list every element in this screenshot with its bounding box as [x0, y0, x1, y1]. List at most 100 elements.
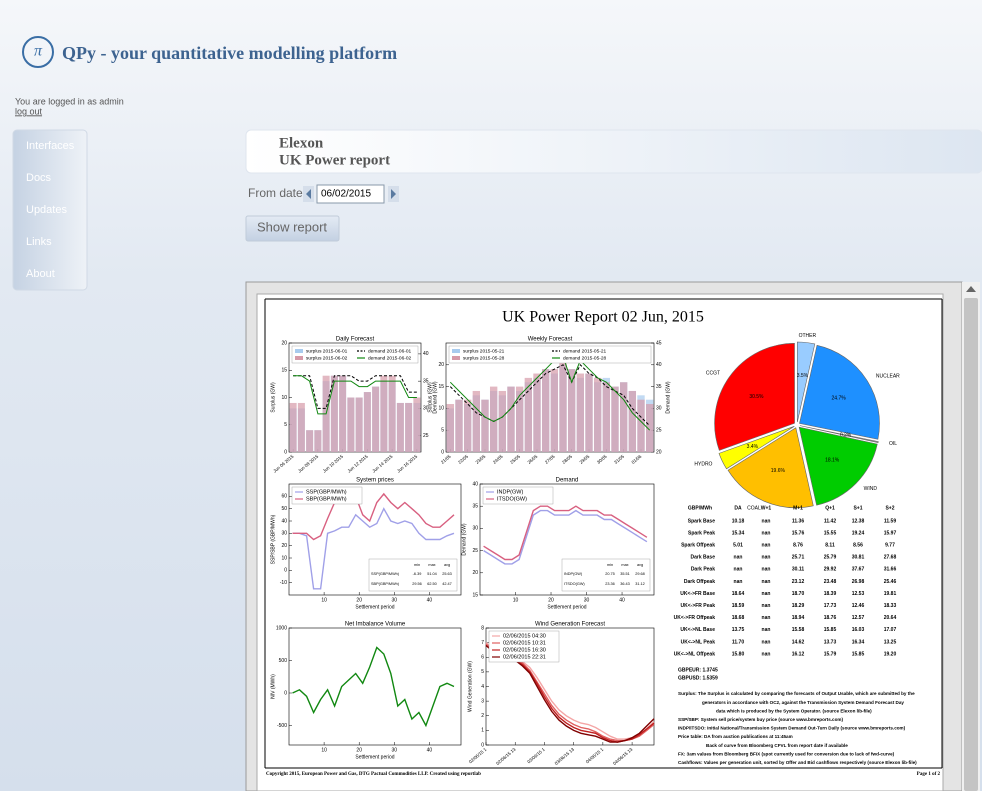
sidebar — [12, 129, 88, 291]
legend-label: surplus 2015-05-28 — [463, 355, 505, 361]
nav-item[interactable]: About — [26, 268, 55, 280]
y-tick-label: 20 — [472, 570, 478, 576]
table-cell: 30.81 — [852, 555, 865, 561]
pie-slice — [727, 427, 814, 508]
date-value: 06/02/2015 — [321, 189, 371, 200]
x-tick-label: 22/05 — [457, 454, 469, 465]
x-tick-label: 31/05 — [613, 454, 625, 465]
table-cell: 16.34 — [852, 639, 865, 645]
y2-tick-label: 35 — [423, 378, 429, 384]
table-cell: nan — [762, 555, 771, 561]
nav-item[interactable]: Updates — [26, 204, 67, 216]
legend-box — [488, 630, 560, 663]
y-tick-label: 15 — [281, 368, 287, 374]
legend-label: SSP(GBP/MWh) — [306, 489, 347, 495]
nav-item[interactable]: Docs — [26, 172, 52, 184]
chart-title: Daily Forecast — [336, 337, 375, 343]
pie-category-label: NUCLEAR — [876, 373, 900, 379]
x-tick-label: 23/05 — [475, 454, 487, 465]
y-tick-label: 40 — [281, 518, 287, 524]
table-cell: 26.98 — [852, 579, 865, 585]
table-cell: 18.39 — [824, 591, 837, 597]
y-axis-label: NIV (MWh) — [270, 674, 276, 699]
table-cell: nan — [762, 639, 771, 645]
y-tick-label: 10 — [281, 555, 287, 561]
nav-item[interactable]: Links — [26, 236, 52, 248]
scroll-up[interactable] — [966, 286, 976, 292]
table-cell: nan — [762, 615, 771, 621]
panel-header — [245, 129, 982, 174]
y-tick-label: 0 — [441, 449, 444, 455]
bar — [507, 386, 515, 452]
table-cell: nan — [762, 627, 771, 633]
bar — [559, 360, 567, 452]
table-cell: 15.97 — [884, 530, 897, 536]
fx-rate: GBPUSD: 1.5359 — [678, 675, 718, 681]
legend-label: demand 2015-06-01 — [368, 348, 412, 354]
y2-tick-label: 35 — [656, 384, 662, 390]
stats-cell: SSP(GBP/MWh) — [371, 572, 400, 576]
y-tick-label: 10 — [281, 395, 287, 401]
fx-rate: GBPEUR: 1.3745 — [678, 667, 718, 673]
table-cell: UK<->NL Peak — [681, 639, 716, 645]
bar — [533, 373, 541, 452]
y2-tick-label: 25 — [656, 428, 662, 434]
bar — [314, 430, 322, 452]
y-tick-label: 8 — [481, 625, 484, 631]
legend-box — [482, 486, 554, 505]
note-line: generators in accordance with OC2, again… — [702, 700, 904, 705]
table-cell: 15.76 — [792, 530, 805, 536]
bar — [489, 386, 498, 452]
y2-tick-label: 25 — [423, 433, 429, 439]
table-cell: 19.81 — [884, 591, 897, 597]
x-axis-label: Settlement period — [355, 604, 394, 610]
bar — [567, 369, 576, 452]
table-cell: nan — [762, 591, 771, 597]
x-tick-label: 30/05 — [596, 454, 608, 465]
legend-box — [291, 486, 363, 505]
y-tick-label: 500 — [279, 658, 288, 664]
bar — [297, 402, 305, 452]
stats-box — [368, 558, 458, 592]
scroll-thumb[interactable] — [964, 298, 978, 791]
series-line — [293, 375, 417, 409]
plot-area — [288, 627, 462, 746]
stats-cell: 51.04 — [427, 572, 437, 576]
bar — [372, 386, 380, 452]
logo-glyph: π — [34, 43, 43, 60]
y-tick-label: 40 — [472, 481, 478, 487]
panel-subtitle: UK Power report — [279, 152, 390, 168]
date-input[interactable] — [316, 184, 385, 204]
table-cell: nan — [762, 579, 771, 585]
table-header: S+2 — [885, 505, 894, 511]
table-cell: Spark Base — [688, 518, 715, 524]
table-cell: 8.56 — [853, 543, 863, 549]
y-tick-label: 60 — [281, 494, 287, 500]
table-cell: 19.24 — [852, 530, 865, 536]
y2-tick-label: 30 — [656, 406, 662, 412]
table-cell: Dark Base — [691, 555, 716, 561]
table-cell: nan — [734, 579, 743, 585]
bar — [524, 377, 533, 452]
table-cell: 17.73 — [824, 603, 837, 609]
y-tick-label: 3 — [481, 698, 484, 704]
show-report-button[interactable] — [245, 215, 340, 242]
legend-label: demand 2015-05-28 — [563, 355, 607, 361]
y-tick-label: 1000 — [276, 625, 287, 631]
stats-header: min — [607, 563, 613, 567]
bar — [388, 375, 396, 452]
bar — [602, 382, 611, 452]
pie-slice — [799, 344, 880, 440]
page-number: Page 1 of 2 — [917, 772, 941, 777]
table-cell: 18.68 — [732, 615, 745, 621]
bar — [330, 375, 338, 452]
x-axis-label: Settlement period — [547, 604, 586, 610]
bar — [355, 397, 363, 452]
x-tick-label: 10 — [321, 747, 327, 753]
logout-link[interactable]: log out — [15, 106, 43, 116]
y-tick-label: 0 — [481, 742, 484, 748]
table-cell: 18.76 — [824, 615, 837, 621]
table-cell: 23.48 — [824, 579, 837, 585]
nav-item[interactable]: Interfaces — [26, 140, 75, 152]
legend-label: 02/06/2015 04:30 — [503, 633, 546, 639]
